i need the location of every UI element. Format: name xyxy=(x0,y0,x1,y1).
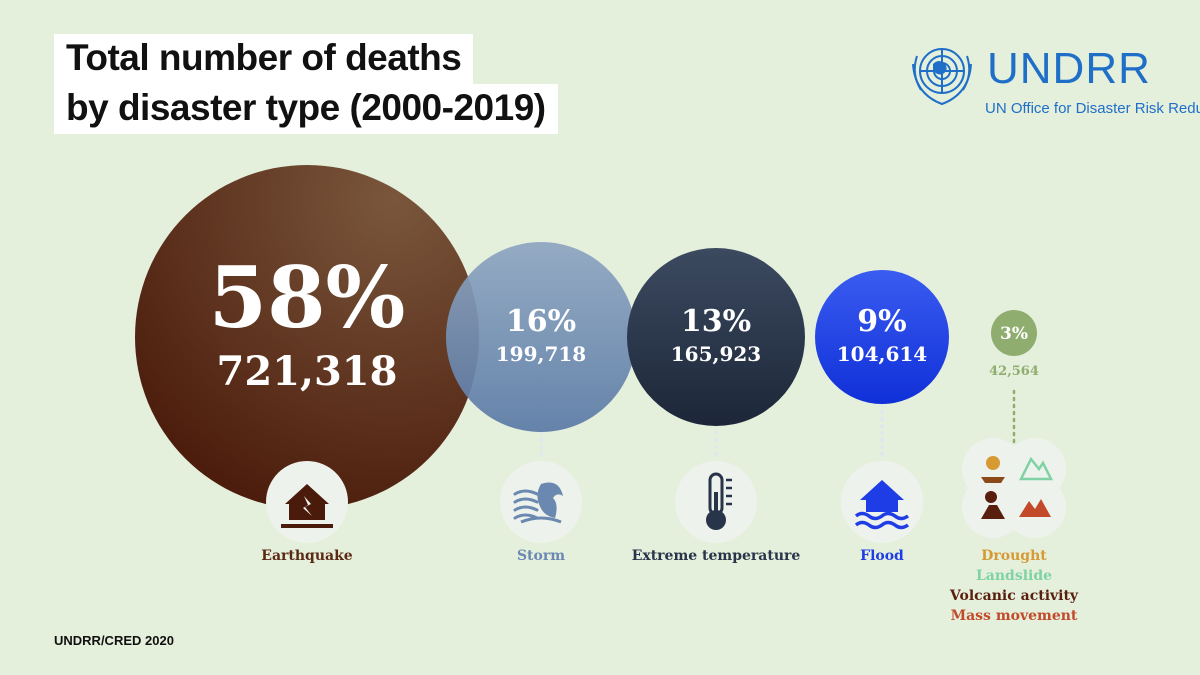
bubble-other xyxy=(991,310,1037,356)
volcano-icon xyxy=(981,491,1005,519)
deaths-label-extreme-temperature: 165,923 xyxy=(671,342,761,366)
bubble-extreme-temperature xyxy=(627,248,805,426)
category-label-extreme-temperature: Extreme temperature xyxy=(632,548,801,564)
landslide-icon xyxy=(1018,456,1054,481)
drought-icon xyxy=(981,456,1005,483)
logo-name: UNDRR xyxy=(987,44,1151,93)
icon-circle-mass-movement-icon xyxy=(1004,476,1066,538)
percent-label-other: 3% xyxy=(1000,324,1028,344)
source-note: UNDRR/CRED 2020 xyxy=(54,633,174,648)
flooded-house-icon xyxy=(854,480,910,530)
deaths-label-flood: 104,614 xyxy=(837,342,928,366)
earthquake-house-icon xyxy=(281,484,333,528)
thermometer-icon xyxy=(706,472,732,530)
bubble-storm xyxy=(446,242,636,432)
percent-label-flood: 9% xyxy=(857,304,906,339)
sublabel-landslide: Landslide xyxy=(976,568,1052,584)
category-label-earthquake: Earthquake xyxy=(261,548,353,564)
percent-label-storm: 16% xyxy=(506,304,576,339)
logo-subtitle: UN Office for Disaster Risk Reduction xyxy=(985,100,1200,117)
bubble-earthquake xyxy=(135,165,479,509)
category-label-flood: Flood xyxy=(860,548,904,564)
title-line-1: Total number of deaths xyxy=(54,34,558,84)
sublabel-mass-movement: Mass movement xyxy=(951,608,1078,624)
sublabel-drought: Drought xyxy=(981,548,1047,564)
deaths-label-earthquake: 721,318 xyxy=(217,348,398,395)
undrr-logo: UNDRR UN Office for Disaster Risk Reduct… xyxy=(903,28,1200,118)
chart-title: Total number of deaths by disaster type … xyxy=(54,34,558,134)
deaths-label-other: 42,564 xyxy=(989,364,1039,379)
percent-label-earthquake: 58% xyxy=(209,248,406,347)
bubble-flood xyxy=(815,270,949,404)
sublabel-volcanic-activity: Volcanic activity xyxy=(949,588,1079,604)
storm-wave-icon xyxy=(513,482,563,524)
mass-movement-icon xyxy=(1019,499,1051,517)
un-emblem-icon xyxy=(912,48,972,106)
title-line-2: by disaster type (2000-2019) xyxy=(54,84,558,134)
deaths-label-storm: 199,718 xyxy=(496,342,586,366)
percent-label-extreme-temperature: 13% xyxy=(681,304,751,339)
category-label-storm: Storm xyxy=(517,548,565,564)
